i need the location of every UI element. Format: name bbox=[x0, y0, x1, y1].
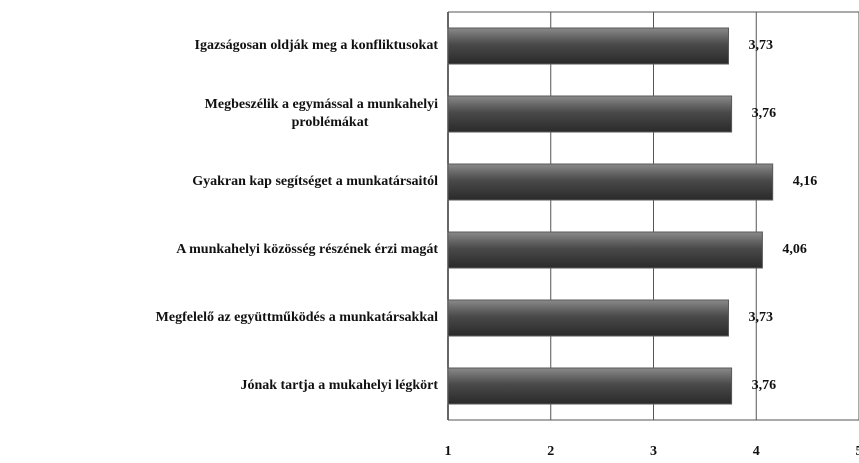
value-label: 4,16 bbox=[793, 174, 818, 189]
category-label: Megbeszélik a egymással a munkahelyi prob… bbox=[205, 97, 438, 130]
bar bbox=[447, 163, 774, 201]
category-label-line: A munkahelyi közösség részének érzi magá… bbox=[176, 242, 438, 257]
bar bbox=[447, 27, 730, 65]
bar bbox=[447, 231, 763, 269]
value-label: 3,73 bbox=[749, 310, 774, 325]
value-label: 3,73 bbox=[749, 38, 774, 53]
x-tick-label: 1 bbox=[445, 444, 452, 459]
bar bbox=[447, 367, 733, 405]
category-label-line: Igazságosan oldják meg a konfliktusokat bbox=[195, 38, 439, 53]
category-label: A munkahelyi közösség részének érzi magá… bbox=[176, 242, 438, 257]
x-tick-label: 4 bbox=[753, 444, 760, 459]
category-label: Megfelelő az együttműködés a munkatársak… bbox=[156, 310, 438, 325]
category-label-line: Jónak tartja a mukahelyi légkört bbox=[240, 378, 438, 393]
bar bbox=[447, 299, 730, 337]
category-label-line: Gyakran kap segítséget a munkatársaitól bbox=[192, 174, 438, 189]
value-label: 3,76 bbox=[752, 378, 777, 393]
x-tick-label: 5 bbox=[856, 444, 859, 459]
category-label-line: Megfelelő az együttműködés a munkatársak… bbox=[156, 310, 438, 325]
value-label: 3,76 bbox=[752, 106, 777, 121]
x-tick-label: 2 bbox=[547, 444, 554, 459]
category-label-line: Megbeszélik a egymással a munkahelyi bbox=[205, 97, 438, 112]
category-label: Jónak tartja a mukahelyi légkört bbox=[240, 378, 438, 393]
category-label-line: problémákat bbox=[292, 115, 369, 130]
bar bbox=[447, 95, 733, 133]
category-label: Gyakran kap segítséget a munkatársaitól bbox=[192, 174, 438, 189]
value-label: 4,06 bbox=[782, 242, 807, 257]
category-label: Igazságosan oldják meg a konfliktusokat bbox=[195, 38, 439, 53]
x-tick-label: 3 bbox=[650, 444, 657, 459]
